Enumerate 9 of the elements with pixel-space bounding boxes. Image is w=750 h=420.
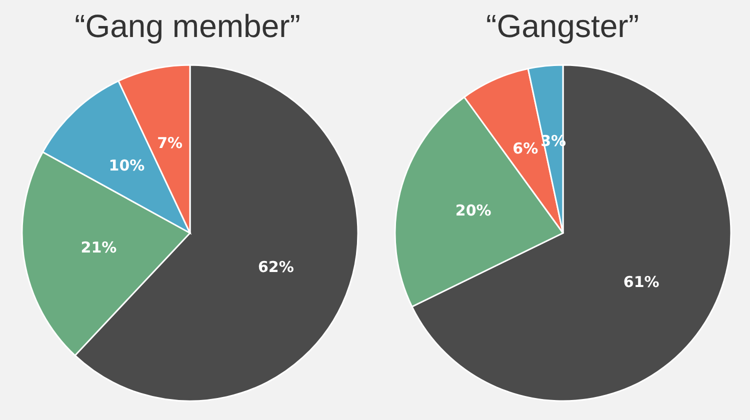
data-label: 61% — [623, 272, 660, 291]
data-label: 20% — [455, 202, 492, 220]
data-label: 10% — [108, 156, 145, 175]
chart-title: “Gangster” — [485, 8, 640, 45]
data-label: 7% — [157, 134, 183, 152]
data-label: 6% — [512, 140, 538, 158]
data-label: 62% — [258, 258, 294, 276]
chart-title: “Gang member” — [74, 8, 302, 45]
data-label: 21% — [80, 238, 117, 256]
